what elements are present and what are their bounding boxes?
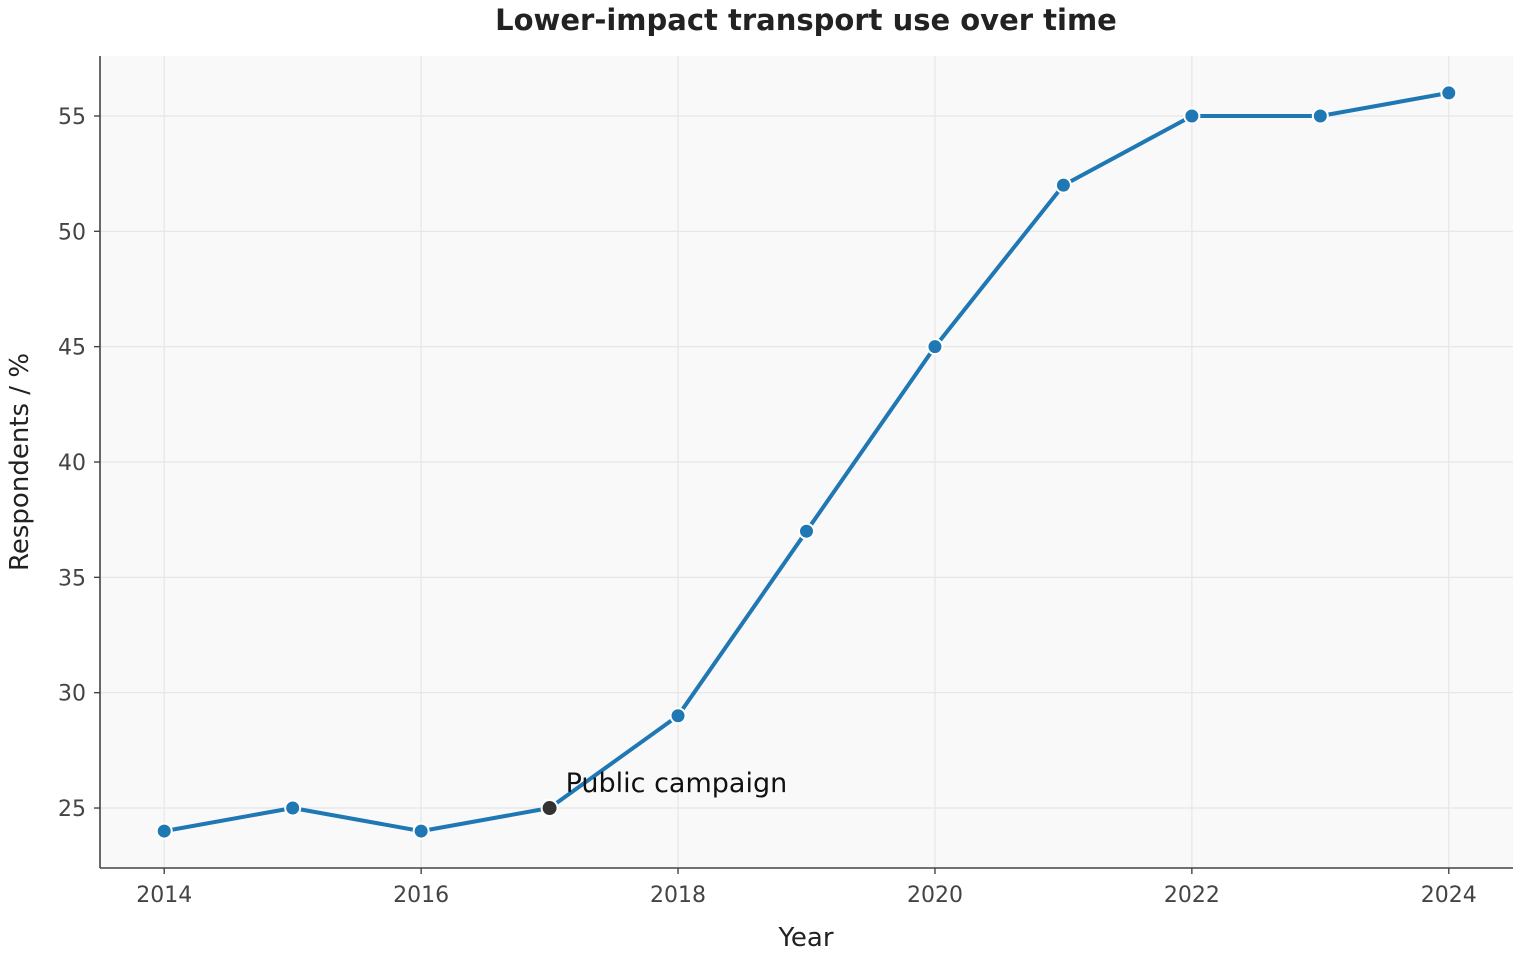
- x-tick-label: 2024: [1421, 883, 1477, 908]
- gridlines: [100, 56, 1513, 868]
- y-tick-label: 35: [58, 566, 86, 591]
- x-tick-label: 2020: [907, 883, 963, 908]
- x-tick-label: 2022: [1164, 883, 1220, 908]
- data-point: [284, 799, 302, 817]
- ticks: 2014 2016 2018 2020 2022 2024 25 30 35 40 45 50 55: [58, 105, 1477, 908]
- annotation-label: Public campaign: [566, 768, 788, 799]
- y-tick-label: 25: [58, 797, 86, 822]
- y-tick-label: 50: [58, 220, 86, 245]
- x-tick-label: 2018: [650, 883, 706, 908]
- x-tick-label: 2014: [136, 883, 192, 908]
- chart-title: Lower-impact transport use over time: [495, 3, 1117, 37]
- data-point: [1054, 176, 1072, 194]
- annotation-marker: [540, 799, 559, 818]
- y-tick-label: 45: [58, 336, 86, 361]
- data-point: [669, 707, 687, 725]
- x-tick-label: 2016: [393, 883, 449, 908]
- x-axis-label: Year: [777, 923, 833, 953]
- data-point: [1311, 107, 1329, 125]
- y-tick-label: 40: [58, 451, 86, 476]
- data-point: [412, 822, 430, 840]
- data-point: [926, 338, 944, 356]
- annotations-layer: Public campaign: [540, 768, 788, 818]
- data-point: [155, 822, 173, 840]
- data-point: [1440, 84, 1458, 102]
- y-axis-label: Respondents / %: [5, 353, 35, 571]
- data-point: [1183, 107, 1201, 125]
- y-tick-label: 30: [58, 682, 86, 707]
- y-tick-label: 55: [58, 105, 86, 130]
- data-point: [798, 522, 815, 540]
- series-layer: [155, 84, 1458, 840]
